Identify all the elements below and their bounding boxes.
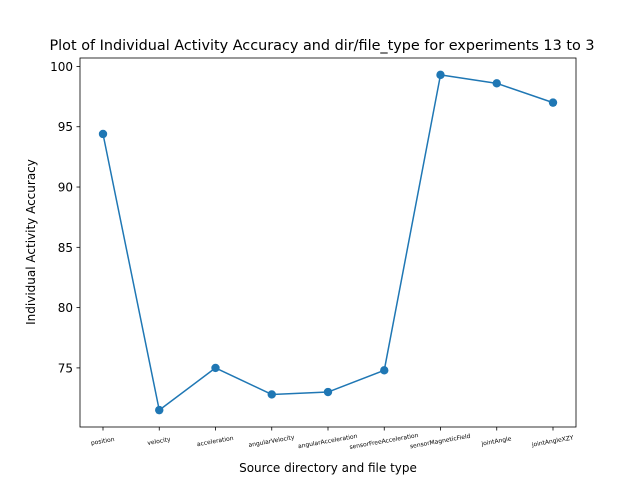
chart-title: Plot of Individual Activity Accuracy and… xyxy=(50,38,595,54)
y-axis-label: Individual Activity Accuracy xyxy=(24,159,38,325)
data-point xyxy=(155,405,164,415)
plot-frame xyxy=(79,57,577,428)
plot-background xyxy=(80,58,576,427)
data-point xyxy=(492,79,501,88)
x-axis-label: Source directory and file type xyxy=(239,461,417,475)
y-tick-label: 95 xyxy=(58,120,73,134)
data-point xyxy=(267,390,276,399)
data-point xyxy=(98,129,108,139)
x-tick-label: position xyxy=(90,436,115,447)
data-point xyxy=(211,363,220,373)
x-tick-label: velocity xyxy=(147,436,172,447)
series-group xyxy=(98,70,558,415)
y-axis-ticks: 75 80 85 90 95 100 xyxy=(50,60,80,375)
plot-area xyxy=(80,58,576,427)
y-tick-label: 80 xyxy=(58,301,73,315)
y-tick-label: 100 xyxy=(50,60,73,74)
data-point xyxy=(436,70,445,80)
data-point xyxy=(548,98,558,107)
data-point xyxy=(323,387,333,397)
y-tick-label: 90 xyxy=(58,181,73,195)
y-tick-label: 75 xyxy=(58,361,73,375)
data-point xyxy=(380,366,389,375)
y-tick-label: 85 xyxy=(58,241,73,255)
